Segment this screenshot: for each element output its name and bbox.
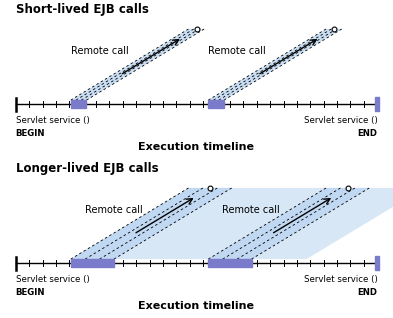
Text: Servlet service (): Servlet service () [303,116,377,125]
Polygon shape [71,188,232,259]
Text: Servlet service (): Servlet service () [16,116,90,125]
Text: Longer-lived EJB calls: Longer-lived EJB calls [16,162,158,175]
Text: Execution timeline: Execution timeline [138,301,255,311]
Polygon shape [208,188,369,259]
Bar [71,100,86,108]
Bar [375,97,379,111]
Bar [208,100,224,108]
Text: Servlet service (): Servlet service () [16,275,90,284]
Text: Short-lived EJB calls: Short-lived EJB calls [16,3,149,16]
Polygon shape [71,188,393,259]
Polygon shape [71,29,204,100]
Text: Remote call: Remote call [85,205,142,215]
Bar [208,259,252,267]
Text: BEGIN: BEGIN [16,288,45,297]
Text: BEGIN: BEGIN [16,129,45,138]
Text: Servlet service (): Servlet service () [303,275,377,284]
Text: Execution timeline: Execution timeline [138,142,255,152]
Polygon shape [208,29,342,100]
Text: Remote call: Remote call [209,46,266,56]
Bar [71,259,114,267]
Text: END: END [357,288,377,297]
Text: END: END [357,129,377,138]
Text: Remote call: Remote call [71,46,129,56]
Text: Remote call: Remote call [222,205,280,215]
Bar [375,256,379,270]
